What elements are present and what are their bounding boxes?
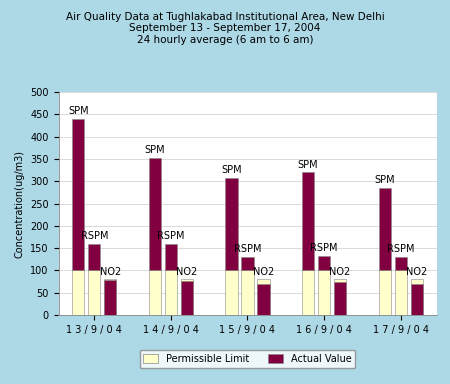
Bar (225, 178, 238, 270)
Y-axis label: Concentration(ug/m3): Concentration(ug/m3) (14, 149, 25, 258)
Bar (395, 257, 407, 270)
Bar (241, 270, 254, 315)
Bar (257, 284, 270, 315)
Bar (181, 279, 193, 315)
Bar (181, 281, 193, 315)
Bar (165, 270, 177, 315)
Bar (302, 270, 314, 315)
Bar (395, 270, 407, 315)
Bar (241, 257, 254, 270)
Bar (88, 270, 100, 315)
Bar (225, 270, 238, 315)
Bar (318, 270, 330, 315)
Text: RSPM: RSPM (157, 231, 184, 241)
Bar (149, 158, 161, 270)
Text: NO2: NO2 (406, 266, 428, 276)
Text: SPM: SPM (68, 106, 89, 116)
Legend: Permissible Limit, Actual Value: Permissible Limit, Actual Value (140, 350, 356, 368)
Bar (257, 279, 270, 315)
Bar (149, 270, 161, 315)
Bar (104, 280, 116, 315)
Text: NO2: NO2 (253, 266, 274, 276)
Text: NO2: NO2 (176, 266, 198, 276)
Bar (334, 282, 346, 315)
Bar (104, 279, 116, 315)
Bar (379, 270, 391, 315)
Bar (165, 243, 177, 270)
Bar (318, 256, 330, 270)
Bar (379, 188, 391, 270)
Bar (88, 243, 100, 270)
Text: SPM: SPM (374, 175, 395, 185)
Text: RSPM: RSPM (387, 244, 414, 254)
Text: RSPM: RSPM (81, 231, 108, 241)
Bar (302, 172, 314, 270)
Text: SPM: SPM (221, 165, 242, 175)
Text: RSPM: RSPM (310, 243, 338, 253)
Bar (334, 279, 346, 315)
Text: Air Quality Data at Tughlakabad Institutional Area, New Delhi
September 13 - Sep: Air Quality Data at Tughlakabad Institut… (66, 12, 384, 45)
Bar (72, 270, 85, 315)
Bar (410, 284, 423, 315)
Bar (72, 119, 85, 270)
Bar (410, 279, 423, 315)
Text: NO2: NO2 (99, 266, 121, 276)
Text: RSPM: RSPM (234, 244, 261, 254)
Text: SPM: SPM (144, 146, 165, 156)
Text: NO2: NO2 (329, 266, 351, 276)
Text: SPM: SPM (298, 160, 319, 170)
